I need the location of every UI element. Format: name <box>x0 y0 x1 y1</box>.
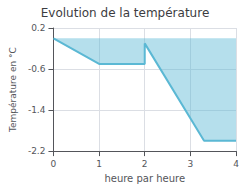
svg-text:Température en °C: Température en °C <box>8 47 18 133</box>
svg-text:1: 1 <box>96 159 102 169</box>
svg-text:4: 4 <box>233 159 239 169</box>
svg-text:3: 3 <box>187 159 193 169</box>
svg-text:heure par heure: heure par heure <box>104 173 185 184</box>
svg-text:0: 0 <box>51 159 57 169</box>
svg-text:0.2: 0.2 <box>31 23 45 33</box>
svg-text:2: 2 <box>142 159 148 169</box>
svg-text:Evolution de la température: Evolution de la température <box>41 6 210 20</box>
svg-text:-0.6: -0.6 <box>28 64 46 74</box>
svg-text:-1.4: -1.4 <box>28 105 46 115</box>
svg-text:-2.2: -2.2 <box>28 146 46 156</box>
